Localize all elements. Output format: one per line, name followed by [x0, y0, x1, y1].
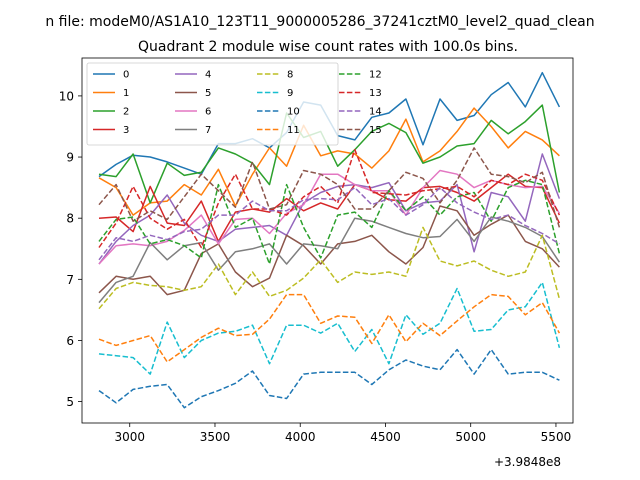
- legend-label: 7: [205, 125, 211, 136]
- series-line-3: [98, 173, 561, 243]
- series-line-9: [98, 281, 561, 375]
- x-tick-label: 4000: [285, 430, 316, 444]
- series-line-12: [98, 179, 561, 265]
- legend-box: [86, 62, 339, 146]
- legend-entry-15: 15: [339, 125, 382, 136]
- series-line-13: [98, 148, 561, 249]
- x-tick-label: 5000: [455, 430, 486, 444]
- x-tick-label: 3500: [200, 430, 231, 444]
- legend-label: 0: [123, 70, 129, 81]
- legend-entry-13: 13: [339, 88, 382, 99]
- y-tick-label: 5: [66, 395, 74, 409]
- legend-entry-0: 0: [93, 70, 129, 81]
- series-line-11: [98, 293, 561, 363]
- legend-label: 10: [287, 107, 300, 118]
- y-tick-label: 6: [66, 334, 74, 348]
- x-tick-label: 5500: [541, 430, 572, 444]
- plot-frame: [81, 57, 574, 424]
- legend-label: 8: [287, 70, 293, 81]
- legend-entry-7: 7: [175, 125, 211, 136]
- legend-entry-5: 5: [175, 88, 211, 99]
- y-tick-label: 9: [66, 151, 74, 165]
- series-layer: [98, 71, 561, 409]
- legend-label: 14: [369, 107, 382, 118]
- axis-layer: 3000 3500 4000 4500 5000 5500 5 6 7 8 9 10: [59, 89, 572, 444]
- y-tick-label: 8: [66, 212, 74, 226]
- legend-entry-6: 6: [175, 107, 211, 118]
- legend-label: 13: [369, 88, 382, 99]
- legend-entry-2: 2: [93, 107, 129, 118]
- series-line-7: [98, 216, 561, 304]
- series-line-1: [98, 107, 560, 216]
- legend-label: 15: [369, 125, 382, 136]
- y-tick-label: 7: [66, 273, 74, 287]
- series-line-15: [98, 147, 561, 228]
- legend-entry-9: 9: [257, 88, 293, 99]
- series-line-8: [98, 226, 561, 310]
- legend-label: 4: [205, 70, 211, 81]
- x-tick-label: 4500: [370, 430, 401, 444]
- legend-label: 12: [369, 70, 382, 81]
- legend-entry-8: 8: [257, 70, 293, 81]
- legend-label: 2: [123, 107, 129, 118]
- legend-entry-10: 10: [257, 107, 300, 118]
- legend-entry-11: 11: [257, 125, 300, 136]
- legend-entry-3: 3: [93, 125, 129, 136]
- legend-entry-12: 12: [339, 70, 382, 81]
- legend-entry-14: 14: [339, 107, 382, 118]
- series-line-10: [98, 348, 560, 409]
- x-tick-label: 3000: [114, 430, 145, 444]
- legend-entry-1: 1: [93, 88, 129, 99]
- chart-title: Quadrant 2 module wise count rates with …: [138, 39, 518, 55]
- legend-label: 11: [287, 125, 300, 136]
- legend-label: 9: [287, 88, 293, 99]
- legend-label: 3: [123, 125, 129, 136]
- series-line-2: [98, 104, 561, 204]
- y-tick-label: 10: [59, 89, 74, 103]
- figure-suptitle: n file: modeM0/AS1A10_123T11_9000005286_…: [45, 14, 594, 30]
- x-offset-label: +3.9848e8: [494, 455, 561, 469]
- legend-label: 5: [205, 88, 211, 99]
- legend-label: 6: [205, 107, 211, 118]
- series-line-14: [98, 186, 560, 261]
- legend-label: 1: [123, 88, 129, 99]
- legend-entry-4: 4: [175, 70, 211, 81]
